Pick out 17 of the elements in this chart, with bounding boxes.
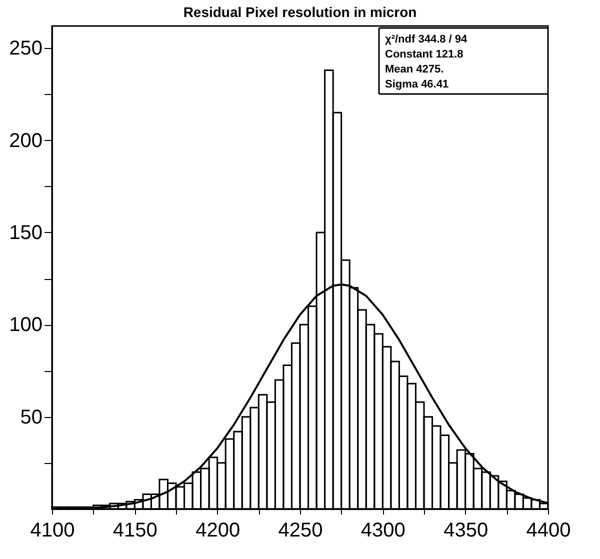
x-tick-label: 4250	[278, 520, 323, 542]
y-tick-label: 150	[9, 222, 42, 244]
y-tick-label: 250	[9, 38, 42, 60]
x-tick-label: 4300	[360, 520, 406, 542]
annotation: Sigma 46.41	[385, 78, 449, 90]
y-tick-label: 100	[9, 314, 42, 336]
y-tick-label: 50	[20, 406, 42, 428]
x-tick-label: 4200	[196, 520, 240, 542]
annotation: Constant 121.8	[385, 48, 464, 60]
x-tick-label: 4150	[112, 520, 158, 542]
y-tick-label: 200	[9, 130, 42, 152]
x-tick-label: 4100	[30, 520, 75, 542]
x-tick-label: 4400	[526, 520, 571, 542]
annotation: Mean 4275.	[385, 64, 444, 76]
annotation: χ²/ndf 344.8 / 94	[385, 34, 468, 46]
x-tick-label: 4350	[444, 520, 488, 542]
chart-title: Residual Pixel resolution in micron	[183, 4, 417, 20]
